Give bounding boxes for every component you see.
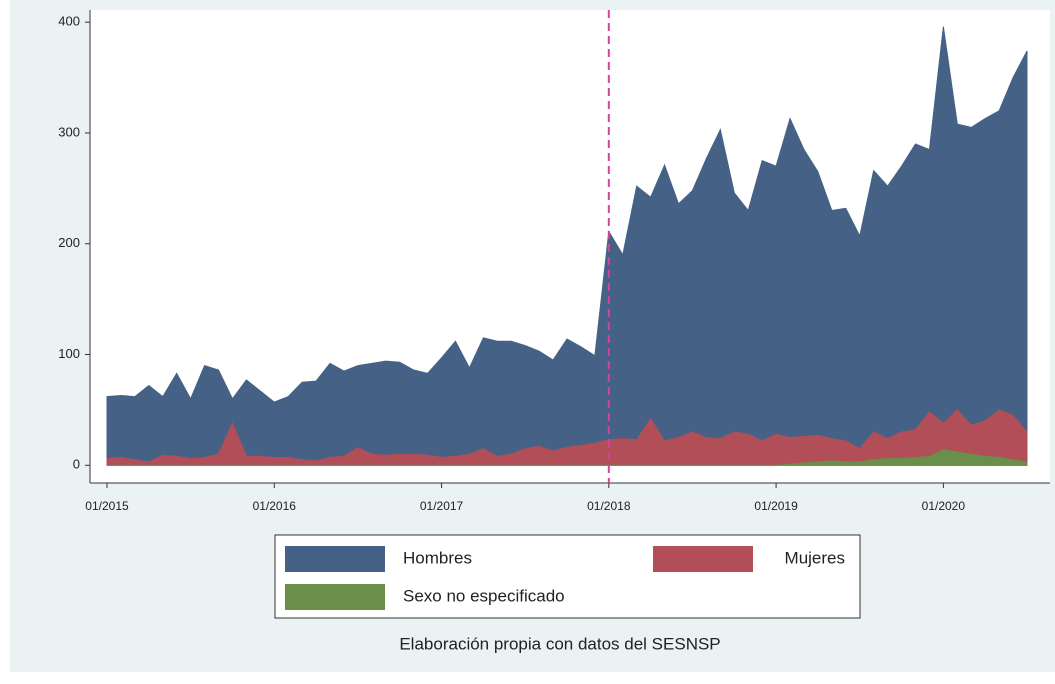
legend-swatch [285,584,385,610]
y-tick-label: 100 [58,346,80,361]
x-tick-label: 01/2020 [922,499,966,513]
caption: Elaboración propia con datos del SESNSP [399,634,720,653]
y-tick-label: 400 [58,14,80,29]
x-tick-label: 01/2015 [85,499,129,513]
area [107,449,1028,466]
legend-swatch [653,546,753,572]
area [106,409,1028,466]
x-tick-label: 01/2018 [587,499,631,513]
y-tick-label: 0 [73,457,80,472]
legend-label: Sexo no especificado [403,586,565,605]
legend-label: Hombres [403,548,472,567]
y-tick-label: 300 [58,124,80,139]
x-tick-label: 01/2017 [420,499,464,513]
x-tick-label: 01/2019 [754,499,798,513]
legend-label: Mujeres [785,548,845,567]
area [106,26,1028,466]
legend-swatch [285,546,385,572]
y-tick-label: 200 [58,235,80,250]
x-tick-label: 01/2016 [253,499,297,513]
